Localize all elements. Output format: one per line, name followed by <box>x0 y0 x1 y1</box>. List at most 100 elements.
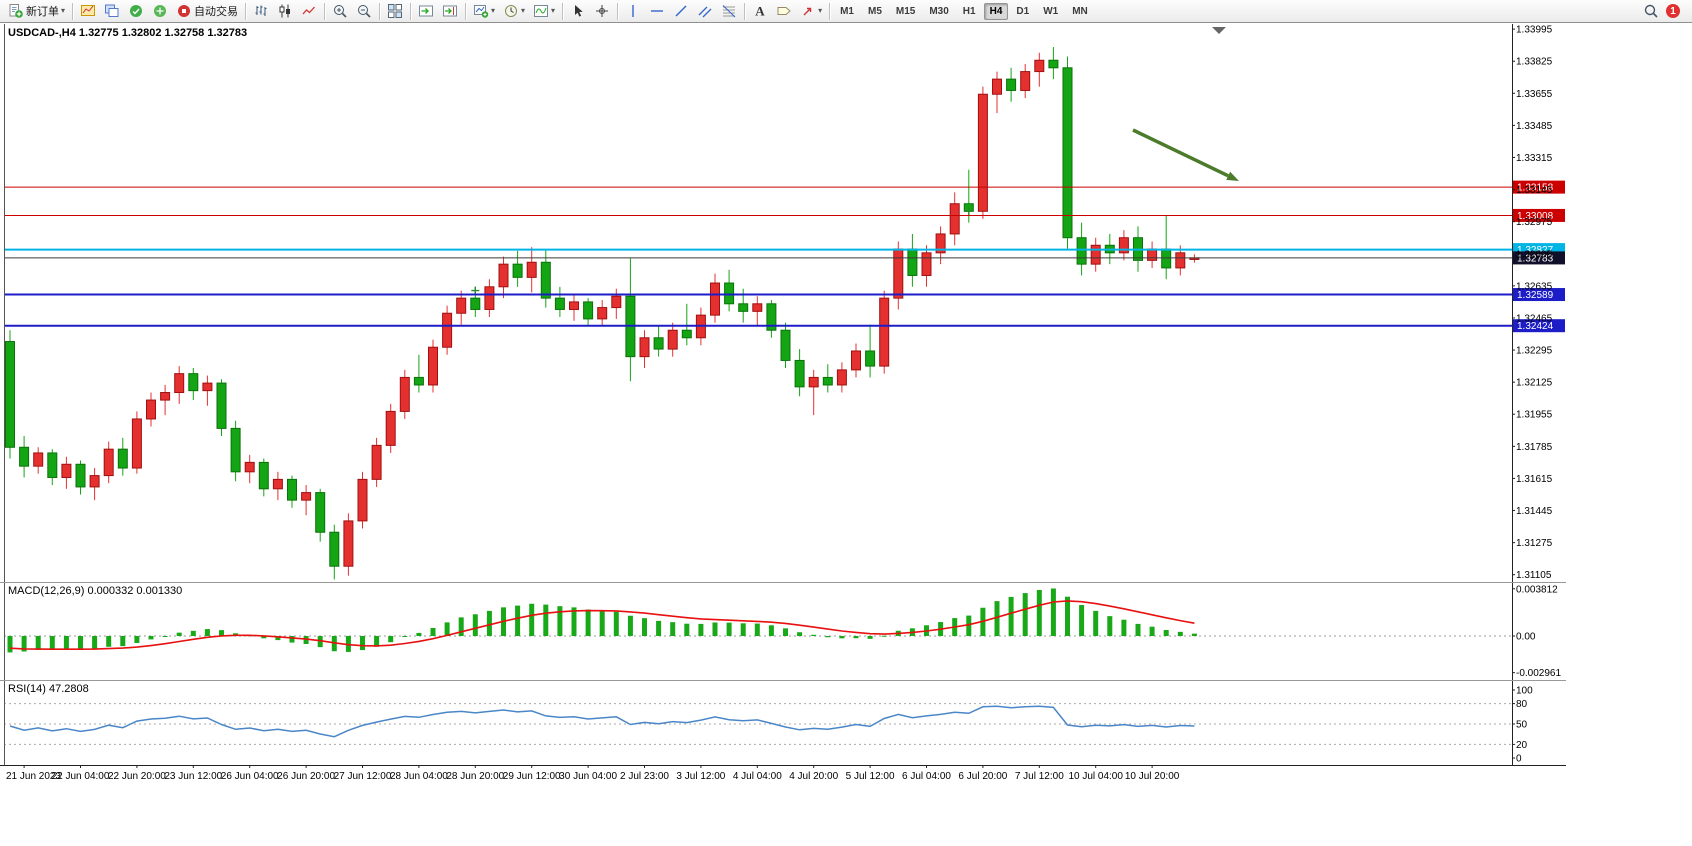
profiles-button[interactable] <box>100 0 124 23</box>
vertical-line-button[interactable] <box>621 0 645 23</box>
clock-icon <box>505 5 518 17</box>
main-toolbar: 新订单 ▾ 自动交易 ▾ ▾ ▾ A ▾ M1 M5 M15 M30 H1 H4 D1 W1 MN 1 <box>0 0 1692 23</box>
toolbar-separator <box>744 2 746 20</box>
rsi-axis-label: 100 <box>1516 686 1533 697</box>
time-axis-label: 6 Jul 04:00 <box>902 771 951 782</box>
price-axis-label: 1.32805 <box>1516 249 1553 260</box>
candlestick-series <box>5 47 1200 580</box>
timeframe-button-d1[interactable]: D1 <box>1016 5 1030 17</box>
chevron-down-icon: ▾ <box>61 6 66 15</box>
toolbar-separator <box>562 2 564 20</box>
time-axis-label: 22 Jun 20:00 <box>108 771 166 782</box>
equidistant-channel-button[interactable] <box>693 0 717 23</box>
search-icon[interactable] <box>1643 3 1659 19</box>
price-axis-label: 1.31105 <box>1516 570 1552 581</box>
timeframe-button-h4[interactable]: H4 <box>983 2 1009 20</box>
arrow-icon <box>803 7 812 16</box>
macd-axis-label: 0.003812 <box>1516 584 1558 595</box>
price-axis-label: 1.32125 <box>1516 378 1553 389</box>
channel-icon <box>698 6 712 18</box>
chart-shift-button[interactable] <box>438 0 462 23</box>
svg-text:1.32589: 1.32589 <box>1517 290 1554 301</box>
macd-indicator-label: MACD(12,26,9) 0.000332 0.001330 <box>8 585 183 597</box>
time-axis-label: 28 Jun 20:00 <box>446 771 504 782</box>
profiles-icon <box>105 4 119 17</box>
chevron-down-icon: ▾ <box>521 6 526 15</box>
arrows-button[interactable]: ▾ <box>796 0 826 23</box>
svg-text:1.32827: 1.32827 <box>1517 245 1554 256</box>
timeframe-button-h1[interactable]: H1 <box>962 5 976 17</box>
toolbar-right-group: 1 <box>1643 3 1688 19</box>
rsi-axis-label: 20 <box>1516 740 1528 751</box>
timeframe-button-m5[interactable]: M5 <box>867 5 882 17</box>
market-watch-button[interactable] <box>124 0 148 23</box>
auto-scroll-button[interactable] <box>414 0 438 23</box>
toolbar-separator <box>410 2 412 20</box>
navigator-button[interactable] <box>148 0 172 23</box>
horizontal-line-button[interactable] <box>645 0 669 23</box>
svg-text:A: A <box>755 4 765 19</box>
candlestick-chart-button[interactable] <box>273 0 297 23</box>
zoom-in-icon <box>334 5 347 18</box>
new-chart-icon <box>81 5 96 16</box>
line-chart-button[interactable] <box>297 0 321 23</box>
macd-histogram <box>7 588 1197 653</box>
text-icon: A <box>755 4 765 19</box>
text-button[interactable]: A <box>748 0 772 23</box>
time-axis-label: 10 Jul 04:00 <box>1068 771 1123 782</box>
crosshair-button[interactable] <box>590 0 614 23</box>
time-axis-label: 10 Jul 20:00 <box>1125 771 1180 782</box>
crosshair-icon <box>596 5 609 17</box>
rsi-indicator-label: RSI(14) 47.2808 <box>8 683 89 695</box>
new-chart-menu-button[interactable]: ▾ <box>469 0 499 23</box>
zoom-in-button[interactable] <box>328 0 352 23</box>
indicators-menu-button[interactable]: ▾ <box>529 0 559 23</box>
macd-signal-line <box>9 600 1195 651</box>
price-axis-label: 1.33315 <box>1516 153 1553 164</box>
autotrading-button[interactable]: 自动交易 <box>172 0 242 23</box>
new-order-label: 新订单 <box>26 6 59 18</box>
time-axis-label: 5 Jul 12:00 <box>846 771 895 782</box>
svg-text:1.33158: 1.33158 <box>1517 183 1554 194</box>
timeframe-button-m15[interactable]: M15 <box>895 5 916 17</box>
text-label-button[interactable] <box>772 0 796 23</box>
zoom-out-button[interactable] <box>352 0 376 23</box>
cursor-button[interactable] <box>566 0 590 23</box>
price-tag: 1.32783 <box>1513 251 1565 265</box>
tile-windows-button[interactable] <box>383 0 407 23</box>
trendline-button[interactable] <box>669 0 693 23</box>
time-axis-label: 2 Jul 23:00 <box>620 771 669 782</box>
new-order-button[interactable]: 新订单 ▾ <box>4 0 69 23</box>
price-axis-label: 1.31785 <box>1516 442 1553 453</box>
price-axis-label: 1.32975 <box>1516 217 1553 228</box>
svg-text:1.33008: 1.33008 <box>1517 211 1554 222</box>
market-watch-icon <box>130 5 143 17</box>
zoom-out-icon <box>358 5 371 18</box>
rsi-axis-label: 80 <box>1516 699 1528 710</box>
annotation-arrow[interactable] <box>1132 128 1239 181</box>
fibonacci-button[interactable] <box>717 0 741 23</box>
timeframe-button-mn[interactable]: MN <box>1072 5 1088 17</box>
price-tag: 1.33008 <box>1513 208 1565 222</box>
periods-menu-button[interactable]: ▾ <box>499 0 529 23</box>
price-axis-label: 1.32295 <box>1516 346 1553 357</box>
notification-badge[interactable]: 1 <box>1666 4 1680 18</box>
time-axis-label: 29 Jun 12:00 <box>503 771 561 782</box>
timeframe-button-m1[interactable]: M1 <box>840 5 854 17</box>
chart-shift-icon <box>443 5 458 17</box>
time-axis-label: 22 Jun 04:00 <box>52 771 110 782</box>
chart-shift-marker[interactable] <box>1212 27 1226 34</box>
bar-chart-button[interactable] <box>249 0 273 23</box>
price-axis-label: 1.31955 <box>1516 410 1553 421</box>
trade-marker <box>471 286 480 295</box>
vertical-line-icon <box>632 5 634 17</box>
toolbar-separator <box>72 2 74 20</box>
tile-windows-icon <box>388 4 403 18</box>
toolbar-separator <box>379 2 381 20</box>
timeframe-button-w1[interactable]: W1 <box>1043 5 1059 17</box>
price-tag: 1.32589 <box>1513 288 1565 302</box>
navigator-icon <box>154 5 167 17</box>
timeframe-button-m30[interactable]: M30 <box>929 5 949 17</box>
new-chart-button[interactable] <box>76 0 100 23</box>
